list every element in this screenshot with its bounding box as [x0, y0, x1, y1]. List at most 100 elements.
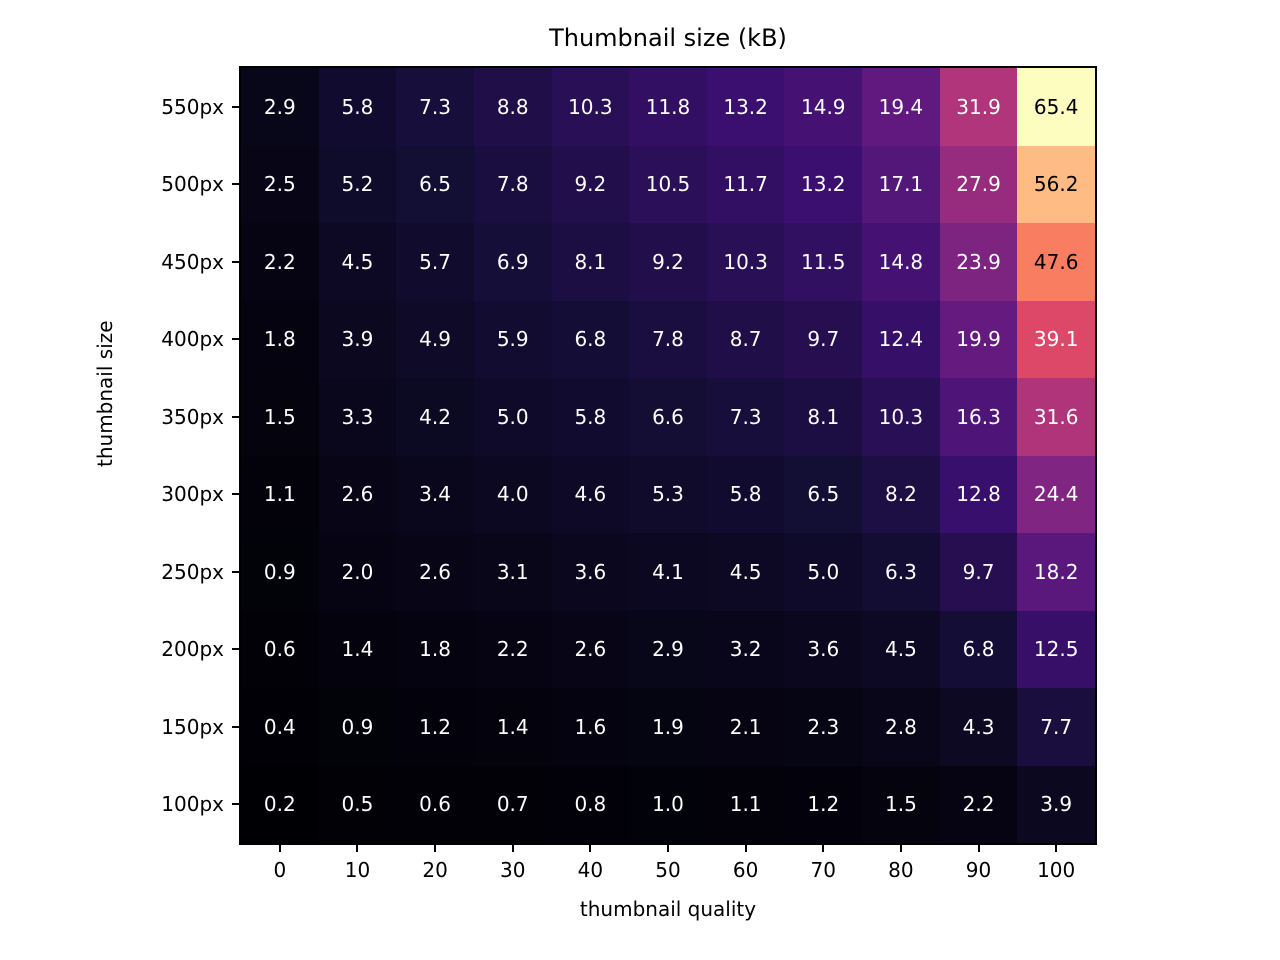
heatmap-cell: 4.1 [629, 533, 707, 611]
heatmap-cell: 3.6 [551, 533, 630, 611]
heatmap-cell: 0.6 [396, 765, 474, 843]
heatmap-cell: 0.8 [551, 765, 630, 843]
heatmap-cell: 6.3 [862, 533, 940, 611]
y-tick-mark [232, 803, 239, 806]
heatmap-cell: 8.7 [706, 300, 785, 378]
heatmap-cell: 0.9 [318, 688, 397, 766]
heatmap-cell: 8.2 [862, 455, 940, 533]
x-tick-mark [899, 845, 902, 852]
y-tick-mark [232, 493, 239, 496]
heatmap-cell: 1.5 [862, 765, 940, 843]
x-tick-mark [667, 845, 669, 852]
heatmap-cell: 18.2 [1017, 533, 1095, 611]
heatmap-cell: 10.3 [706, 223, 785, 301]
heatmap-cell: 2.1 [706, 688, 785, 766]
heatmap-cell: 6.9 [473, 223, 552, 301]
x-tick-label: 60 [732, 858, 759, 882]
heatmap-cell: 31.6 [1017, 378, 1095, 456]
heatmap-cell: 6.8 [551, 300, 630, 378]
x-tick-mark [822, 845, 825, 852]
y-tick-label: 450px [161, 249, 224, 274]
heatmap-cell: 11.5 [784, 223, 863, 301]
y-tick-label: 500px [161, 172, 224, 197]
x-tick-mark [1055, 845, 1058, 852]
heatmap-cell: 9.2 [551, 145, 630, 223]
heatmap-cell: 5.7 [396, 223, 474, 301]
x-tick-mark [511, 845, 514, 852]
heatmap-cell: 2.9 [241, 68, 319, 146]
x-tick-label: 10 [344, 858, 371, 882]
x-tick-label: 100 [1037, 858, 1076, 882]
heatmap-cell: 2.2 [241, 223, 319, 301]
heatmap-cell: 3.1 [473, 533, 552, 611]
heatmap-cell: 65.4 [1017, 68, 1095, 146]
heatmap-cell: 1.0 [629, 765, 707, 843]
y-tick-label: 350px [161, 404, 224, 429]
heatmap-cell: 2.3 [784, 688, 863, 766]
y-tick-mark [232, 570, 239, 573]
heatmap-cell: 4.0 [473, 455, 552, 533]
heatmap-cell: 5.8 [706, 455, 785, 533]
y-tick-label: 100px [161, 792, 224, 817]
heatmap-cell: 0.6 [241, 610, 319, 688]
heatmap-cell: 9.7 [939, 533, 1018, 611]
heatmap-cell: 10.3 [551, 68, 630, 146]
y-tick-label: 550px [161, 94, 224, 119]
heatmap-cell: 6.8 [939, 610, 1018, 688]
y-tick-mark [232, 415, 239, 418]
heatmap-cell: 13.2 [784, 145, 863, 223]
heatmap-cell: 2.2 [939, 765, 1018, 843]
heatmap-cell: 4.5 [706, 533, 785, 611]
x-tick-mark [278, 845, 281, 852]
x-tick-label: 80 [888, 858, 914, 882]
heatmap-cell: 2.2 [473, 610, 552, 688]
heatmap-cell: 14.9 [784, 68, 863, 146]
heatmap-cell: 10.5 [629, 145, 707, 223]
heatmap-cell: 3.3 [318, 378, 397, 456]
y-tick-label: 200px [161, 637, 224, 662]
heatmap-cell: 2.6 [396, 533, 474, 611]
heatmap-cell: 4.5 [318, 223, 397, 301]
heatmap-cell: 12.5 [1017, 610, 1095, 688]
heatmap-cell: 6.5 [784, 455, 863, 533]
x-tick-label: 90 [965, 858, 992, 882]
heatmap-cell: 0.2 [241, 765, 319, 843]
heatmap-cell: 1.9 [629, 688, 707, 766]
heatmap-cell: 1.8 [396, 610, 474, 688]
x-tick-mark [356, 845, 359, 852]
heatmap-cell: 12.4 [862, 300, 940, 378]
y-tick-label: 300px [161, 482, 224, 507]
heatmap-cell: 19.9 [939, 300, 1018, 378]
x-tick-label: 30 [499, 858, 526, 882]
y-tick-mark [232, 648, 239, 651]
heatmap-plot: 2.9 5.8 7.3 8.8 10.3 11.8 13.2 14.9 19.4 31.9 65.4… [239, 66, 1097, 845]
heatmap-cell: 8.1 [784, 378, 863, 456]
heatmap-cell: 0.7 [473, 765, 552, 843]
heatmap-cell: 1.2 [784, 765, 863, 843]
heatmap-cell: 5.0 [473, 378, 552, 456]
heatmap-cell: 7.3 [706, 378, 785, 456]
heatmap-cell: 2.6 [551, 610, 630, 688]
heatmap-cell: 27.9 [939, 145, 1018, 223]
heatmap-cell: 17.1 [862, 145, 940, 223]
heatmap-cell: 11.7 [706, 145, 785, 223]
y-tick-label: 400px [161, 327, 224, 352]
heatmap-cell: 31.9 [939, 68, 1018, 146]
heatmap-cell: 5.8 [318, 68, 397, 146]
y-tick-mark [232, 338, 239, 341]
heatmap-cell: 1.6 [551, 688, 630, 766]
chart-title: Thumbnail size (kB) [549, 24, 787, 52]
heatmap-cell: 4.5 [862, 610, 940, 688]
y-tick-mark [232, 105, 239, 108]
heatmap-cell: 1.5 [241, 378, 319, 456]
heatmap-cell: 0.4 [241, 688, 319, 766]
heatmap-cell: 1.8 [241, 300, 319, 378]
heatmap-cell: 4.6 [551, 455, 630, 533]
heatmap-cell: 1.2 [396, 688, 474, 766]
heatmap-cell: 3.9 [318, 300, 397, 378]
heatmap-cell: 2.5 [241, 145, 319, 223]
heatmap-cell: 2.0 [318, 533, 397, 611]
heatmap-cell: 24.4 [1017, 455, 1095, 533]
heatmap-cell: 0.5 [318, 765, 397, 843]
